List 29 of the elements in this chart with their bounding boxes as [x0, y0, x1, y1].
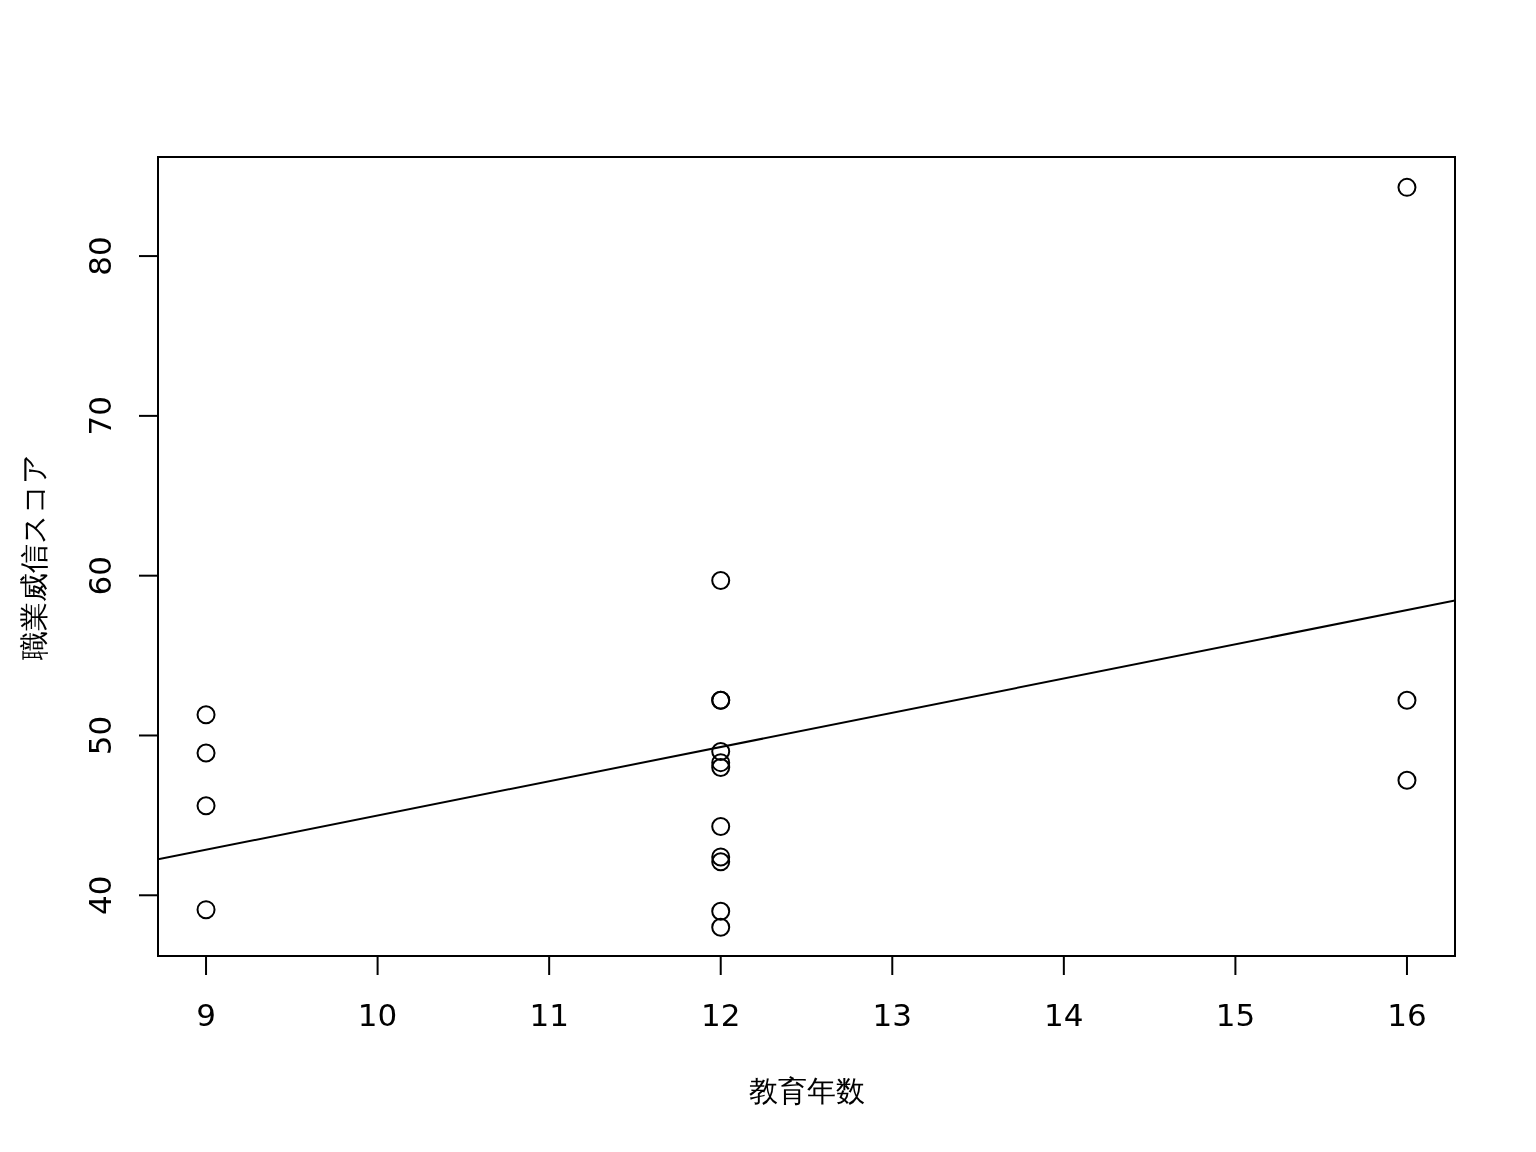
x-tick-label: 11 — [529, 997, 569, 1033]
y-tick-label: 60 — [82, 555, 118, 596]
x-axis-title: 教育年数 — [748, 1074, 865, 1108]
point — [1397, 690, 1417, 710]
point — [711, 901, 731, 921]
point — [711, 570, 731, 590]
x-tick-label: 12 — [700, 997, 741, 1033]
y-tick-label: 70 — [82, 396, 118, 436]
y-axis-title: 職業威信スコア — [17, 453, 51, 660]
y-tick-label: 80 — [82, 236, 118, 276]
x-tick-label: 14 — [1044, 997, 1084, 1033]
point — [196, 743, 216, 763]
y-tick-label: 40 — [82, 875, 118, 915]
point — [196, 705, 216, 725]
x-tick-label: 9 — [196, 997, 216, 1033]
point — [1397, 177, 1417, 197]
point — [1397, 770, 1417, 790]
point — [711, 917, 731, 937]
point — [711, 847, 731, 867]
point — [196, 900, 216, 920]
x-tick-label: 16 — [1387, 997, 1427, 1033]
point — [196, 796, 216, 816]
x-tick-label: 15 — [1215, 997, 1256, 1033]
point — [711, 852, 731, 872]
point — [711, 817, 731, 837]
y-tick-label: 50 — [82, 715, 118, 756]
point — [711, 741, 731, 761]
x-tick-label: 13 — [872, 997, 913, 1033]
x-tick-label: 10 — [357, 997, 398, 1033]
